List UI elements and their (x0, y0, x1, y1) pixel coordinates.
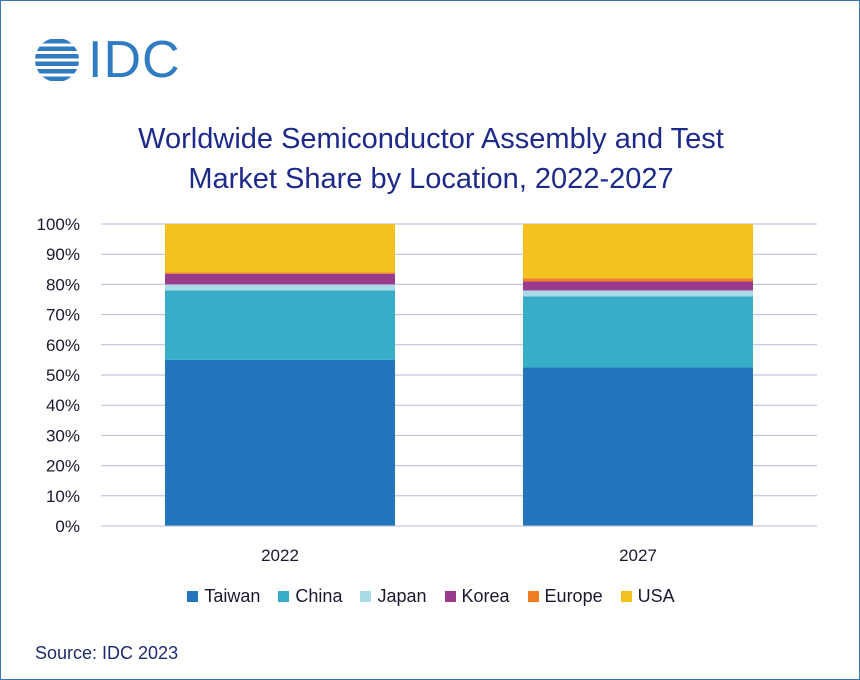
bar-segment-china-2027 (523, 296, 753, 368)
legend-swatch (620, 591, 632, 602)
y-tick-label: 30% (46, 426, 80, 445)
x-tick-label: 2022 (261, 546, 299, 565)
legend-label: Korea (461, 586, 510, 606)
legend-swatch (278, 591, 290, 602)
chart-legend: Taiwan China Japan Korea Europe USA (1, 586, 860, 607)
source-note: Source: IDC 2023 (35, 643, 179, 663)
y-tick-label: 0% (55, 517, 80, 536)
bar-segment-usa-2027 (523, 224, 753, 279)
bar-segment-japan-2027 (523, 290, 753, 297)
y-tick-label: 60% (46, 336, 80, 355)
y-tick-label: 20% (46, 457, 80, 476)
legend-swatch (360, 591, 372, 602)
globe-icon (35, 39, 79, 81)
y-tick-label: 70% (46, 306, 80, 325)
legend-label: Japan (377, 586, 427, 606)
bar-segment-china-2022 (165, 290, 395, 360)
bar-segment-taiwan-2022 (165, 359, 395, 526)
idc-logo: IDC (34, 33, 181, 87)
y-tick-label: 80% (46, 275, 80, 294)
legend-label: USA (637, 586, 675, 606)
y-tick-label: 50% (46, 366, 80, 385)
legend-label: Taiwan (204, 586, 261, 606)
legend-label: China (295, 586, 343, 606)
chart-title-line-2: Market Share by Location, 2022-2027 (188, 163, 674, 195)
legend-item-taiwan: Taiwan (187, 586, 260, 607)
chart-title: Worldwide Semiconductor Assembly and Tes… (1, 119, 860, 199)
bar-segment-usa-2022 (165, 224, 395, 273)
chart-title-line-1: Worldwide Semiconductor Assembly and Tes… (138, 123, 724, 155)
legend-swatch (527, 591, 539, 602)
x-tick-label: 2027 (619, 546, 657, 565)
bar-segment-europe-2022 (165, 272, 395, 274)
bar-segment-korea-2022 (165, 273, 395, 285)
legend-item-china: China (278, 586, 342, 607)
y-tick-label: 100% (37, 215, 80, 234)
legend-swatch (187, 591, 199, 602)
logo-text: IDC (88, 31, 181, 89)
bar-segment-taiwan-2027 (523, 367, 753, 526)
bar-segment-korea-2027 (523, 281, 753, 291)
y-tick-label: 40% (46, 396, 80, 415)
legend-item-japan: Japan (360, 586, 427, 607)
legend-item-usa: USA (620, 586, 675, 607)
legend-label: Europe (544, 586, 603, 606)
stacked-bar-chart: 0% 10% 20% 30% 40% 50% 60% 70% 80% 90% 100% 2022 202… (37, 215, 817, 565)
legend-item-korea: Korea (444, 586, 510, 607)
legend-swatch (444, 591, 456, 602)
y-tick-label: 90% (46, 245, 80, 264)
bar-segment-europe-2027 (523, 278, 753, 282)
legend-item-europe: Europe (527, 586, 603, 607)
bar-segment-japan-2022 (165, 284, 395, 291)
y-tick-label: 10% (46, 487, 80, 506)
